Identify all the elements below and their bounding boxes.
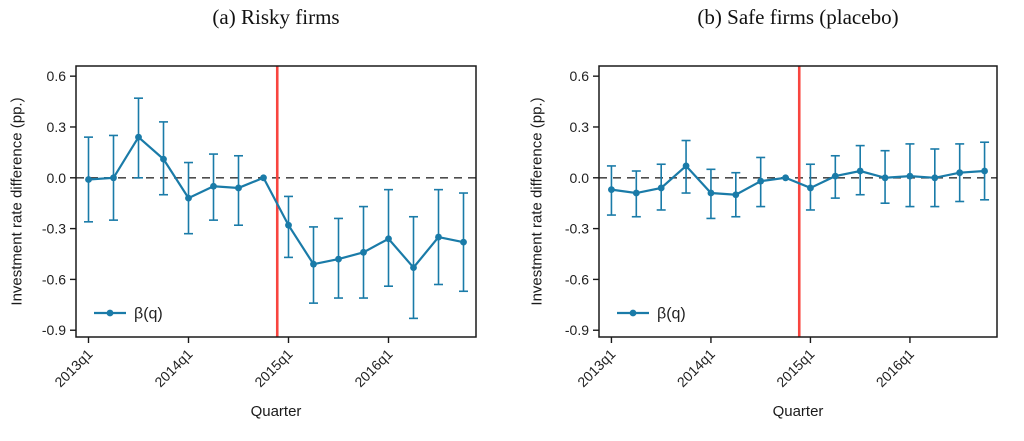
data-point-marker [160,155,167,163]
x-tick-label: 2015q1 [251,346,295,390]
panel-b-title: (b) Safe firms (placebo) [697,5,899,29]
y-tick-label: -0.6 [42,271,66,287]
x-tick-label: 2014q1 [151,346,195,390]
data-point-marker [931,174,939,182]
legend-marker-dot [106,309,114,317]
data-point-marker [981,167,988,175]
series-line [611,164,985,196]
panel-a-y-axis-label: Investment rate difference (pp.) [8,97,26,306]
plot-box [598,65,998,338]
y-tick-label: -0.9 [42,322,66,338]
y-tick-label: 0.3 [570,119,590,135]
panel-a: 0.6 0.3 0.0 -0.3 -0.6 -0.9 2013q1 2014q1 2015q1 2… [42,65,477,390]
x-tick-label: 2016q1 [873,346,917,390]
data-point-marker [335,255,342,263]
data-point-marker [135,133,142,141]
data-point-marker [608,186,615,194]
legend: β(q) [617,306,686,323]
legend-marker-dot [629,309,637,317]
data-point-marker [881,174,889,182]
x-tick-label: 2013q1 [574,346,618,390]
data-point-marker [260,174,267,182]
panel-b-x-axis-label: Quarter [772,403,824,420]
y-tick-label: -0.3 [42,221,66,237]
data-point-marker [110,174,117,182]
data-point-marker [435,233,442,241]
data-point-marker [85,176,92,183]
data-point-marker [831,172,839,180]
x-tick-label: 2016q1 [351,346,395,390]
data-point-marker [285,221,292,229]
data-point-marker [682,162,690,170]
y-tick-label: -0.9 [565,322,589,338]
y-tick-label: 0.0 [47,170,67,186]
y-tick-label: -0.3 [565,221,589,237]
data-point-marker [410,264,417,271]
x-tick-label: 2015q1 [773,346,817,390]
data-point-marker [235,184,242,192]
data-point-marker [632,189,640,197]
data-point-marker [360,248,367,256]
data-point-marker [757,177,765,185]
data-point-marker [906,172,914,180]
data-point-marker [460,238,467,246]
data-point-marker [210,182,217,190]
x-tick-label: 2013q1 [51,346,95,390]
y-tick-label: 0.6 [570,68,590,84]
legend-label: β(q) [657,306,686,323]
data-point-marker [807,184,814,192]
data-point-marker [732,191,740,199]
y-tick-label: 0.0 [570,170,590,186]
data-point-marker [185,194,192,202]
data-point-marker [856,167,864,175]
panel-a-x-axis-label: Quarter [250,403,302,420]
data-point-marker [782,174,789,182]
legend-label: β(q) [134,306,163,323]
x-tick-label: 2014q1 [674,346,718,390]
data-point-marker [657,184,665,192]
panel-a-title: (a) Risky firms [212,5,340,29]
plot-box [75,65,477,338]
data-point-marker [707,189,715,197]
panel-b: 0.6 0.3 0.0 -0.3 -0.6 -0.9 2013q1 2014q1 2015q1 2… [565,65,998,390]
legend: β(q) [94,306,163,323]
y-tick-label: 0.6 [47,68,67,84]
data-point-marker [385,235,392,243]
panel-b-y-axis-label: Investment rate difference (pp.) [528,97,546,306]
series-line [88,135,464,270]
data-point-marker [956,169,964,177]
y-tick-label: -0.6 [565,271,589,287]
y-tick-label: 0.3 [47,119,67,135]
data-point-marker [310,260,317,268]
